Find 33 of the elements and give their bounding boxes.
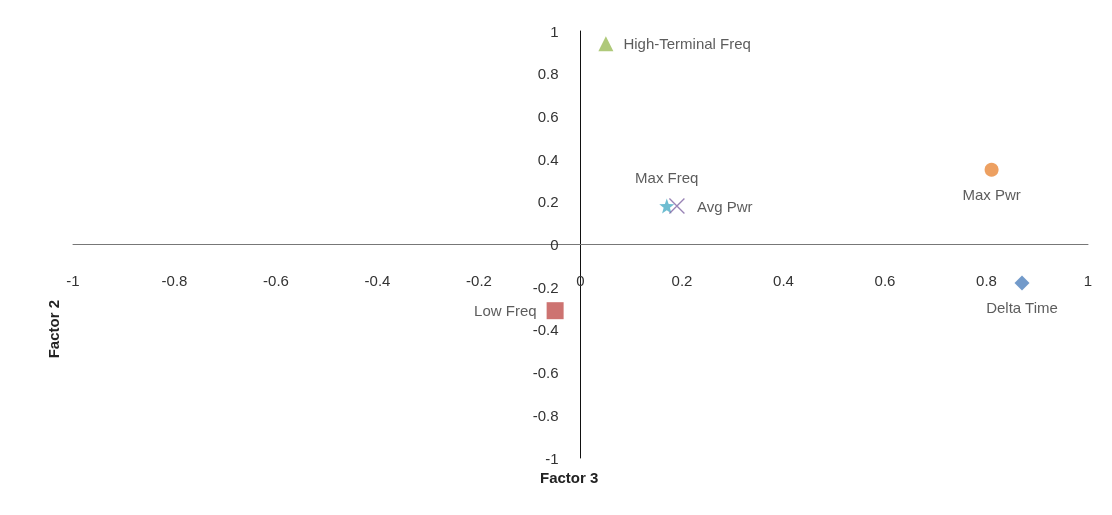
- series-label: Low Freq: [474, 302, 537, 320]
- y-tick-label: -0.4: [532, 321, 559, 339]
- y-tick-label: 0.4: [537, 150, 559, 168]
- point: [668, 197, 686, 215]
- x-tick-label: 0.2: [671, 271, 693, 289]
- y-tick-label: -1: [545, 449, 559, 467]
- y-tick-label: 0.2: [537, 193, 559, 211]
- x-tick-label: -0.2: [466, 271, 492, 289]
- point: [546, 302, 564, 320]
- y-axis-title: Factor 2: [45, 299, 62, 359]
- y-tick-label: 1: [550, 22, 559, 40]
- point: [984, 162, 999, 177]
- series-label: Max Freq: [635, 168, 699, 186]
- y-tick-label: -0.6: [532, 364, 559, 382]
- series-label: Delta Time: [986, 299, 1058, 317]
- x-axis-title: Factor 3: [540, 469, 599, 486]
- series-label: Avg Pwr: [696, 197, 753, 215]
- x-tick-label: -0.8: [161, 271, 188, 289]
- point: [1014, 275, 1030, 291]
- y-tick-label: 0.8: [537, 65, 559, 83]
- x-tick-label: 1: [1083, 271, 1093, 289]
- x-tick-label: -1: [66, 271, 80, 289]
- point: [659, 198, 675, 214]
- y-tick-label: 0.6: [537, 107, 559, 125]
- x-tick-label: 0.6: [874, 271, 896, 289]
- x-tick-label: -0.4: [364, 271, 391, 289]
- point: [598, 36, 614, 52]
- x-tick-label: 0.8: [976, 271, 997, 289]
- series-label: High-Terminal Freq: [623, 35, 751, 53]
- x-tick-label: -0.6: [263, 271, 289, 289]
- series-label: Max Pwr: [962, 185, 1021, 203]
- x-tick-label: 0.4: [773, 271, 794, 289]
- y-tick-label: -0.8: [532, 406, 559, 424]
